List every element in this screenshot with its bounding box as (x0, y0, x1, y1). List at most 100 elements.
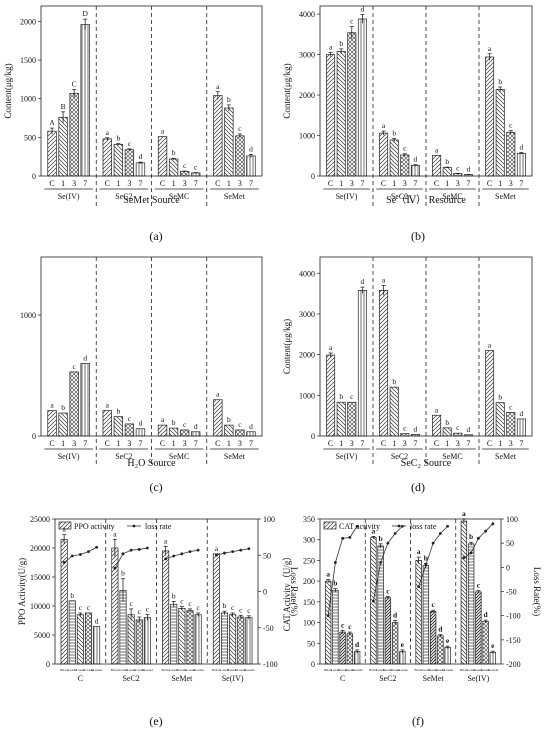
bar (410, 434, 420, 437)
y-tick-label: 150 (303, 598, 315, 607)
significance-letter: e (446, 636, 450, 645)
bar (76, 614, 84, 665)
x-tick-label: 8 weeks (177, 668, 188, 672)
bar (212, 553, 220, 665)
x-tick-label: 3 (238, 179, 242, 188)
significance-letter: a (372, 526, 376, 535)
loss-rate-point (386, 541, 390, 545)
x-tick-label: 1 (227, 179, 231, 188)
x-tick-label: 7 (360, 179, 364, 188)
significance-letter: c (87, 603, 91, 612)
bar (432, 414, 442, 437)
loss-rate-point (247, 547, 251, 551)
bar (168, 158, 179, 177)
x-tick-label: Before (111, 668, 120, 672)
bar (235, 135, 245, 177)
bar (336, 50, 346, 177)
x-tick-label: 6 weeks (428, 668, 439, 672)
significance-letter: C (72, 79, 77, 88)
significance-letter: d (361, 277, 365, 286)
bar (80, 363, 90, 437)
significance-letter: d (139, 152, 143, 161)
bar (102, 138, 112, 177)
significance-letter: d (520, 409, 524, 418)
panel-b: 01000200030004000Content(μg/kg)aCb1c3d7S… (282, 5, 533, 243)
group-label: SeC2 (379, 674, 396, 683)
bar (58, 412, 68, 437)
panel-caption: (f) (412, 714, 424, 728)
bar (237, 616, 245, 665)
x-tick-label: 4 weeks (220, 668, 231, 672)
x-tick-label: 9 weeks (390, 668, 401, 672)
significance-letter: a (326, 569, 330, 578)
bar (127, 614, 135, 665)
x-tick-label: 1 (227, 439, 231, 448)
bar (178, 607, 186, 665)
loss-rate-point (469, 551, 473, 555)
x-tick-label: 12 weeks (487, 668, 499, 672)
bar (69, 371, 79, 437)
bar (357, 18, 367, 177)
significance-letter: a (50, 401, 54, 410)
bar (437, 635, 444, 665)
significance-letter: a (216, 82, 220, 91)
significance-letter: d (249, 422, 253, 431)
x-tick-label: 4 weeks (118, 668, 129, 672)
legend-swatch-point (132, 524, 136, 528)
group-label: SeMet (495, 192, 517, 201)
x-tick-label: 8 weeks (76, 668, 87, 672)
bar (475, 591, 482, 665)
significance-letter: b (392, 128, 396, 137)
x-tick-label: 9 weeks (345, 668, 356, 672)
y-tick-label: 5000 (34, 631, 50, 640)
loss-rate-point (196, 548, 200, 552)
x-tick-label: C (487, 439, 492, 448)
x-tick-label: 3 (456, 179, 460, 188)
x-tick-label: 7 (138, 179, 142, 188)
y-tick-label: 100 (303, 619, 315, 628)
panel-caption: (a) (149, 229, 162, 243)
x-tick-label: C (215, 179, 220, 188)
bar (353, 651, 361, 665)
y-tick-label: 0 (32, 432, 36, 441)
x-tick-label: 1 (339, 179, 343, 188)
x-axis-label: Se（Ⅳ） Resource (386, 194, 466, 206)
x-tick-label: 7 (249, 179, 253, 188)
bar (113, 143, 124, 177)
loss-rate-point (333, 561, 337, 564)
x-tick-label: C (215, 439, 220, 448)
significance-letter: a (161, 127, 165, 136)
group-label: SeMet (224, 192, 246, 201)
significance-letter: c (238, 124, 242, 133)
bar (93, 625, 101, 665)
panel-c: 01000aCb1c3d7Se(IV)aCb1c3d7SeC2aCb1c3d7S… (20, 256, 263, 494)
y-axis-label: Content(μg/kg) (282, 63, 292, 118)
x-tick-label: 3 (238, 439, 242, 448)
y-axis-label: Content(μg/kg) (3, 63, 13, 118)
x-axis-label: H₂O Source (127, 458, 176, 469)
significance-letter: c (180, 597, 184, 606)
loss-rate-point (129, 548, 133, 552)
significance-letter: a (216, 390, 220, 399)
significance-letter: c (183, 420, 187, 429)
bar (194, 614, 202, 665)
bar (332, 589, 339, 665)
bar (379, 132, 389, 177)
x-tick-label: 1 (498, 179, 502, 188)
x-tick-label: 3 (350, 439, 354, 448)
significance-letter: d (361, 5, 365, 14)
significance-letter: d (95, 616, 99, 625)
x-tick-label: 16 weeks (91, 668, 103, 672)
bar (179, 429, 190, 437)
group-label: SeC2 (391, 452, 408, 461)
x-tick-label: 1 (498, 439, 502, 448)
y-axis-label: CAT Activity（U/g） (282, 552, 292, 632)
significance-letter: b (116, 407, 120, 416)
x-tick-label: 3 (72, 439, 76, 448)
group-label: SeMC (442, 192, 462, 201)
bar (324, 580, 332, 665)
loss-rate-point (78, 553, 82, 556)
x-tick-label: 4 weeks (67, 668, 78, 672)
x-tick-label: 7 (413, 179, 417, 188)
bar (124, 423, 135, 437)
